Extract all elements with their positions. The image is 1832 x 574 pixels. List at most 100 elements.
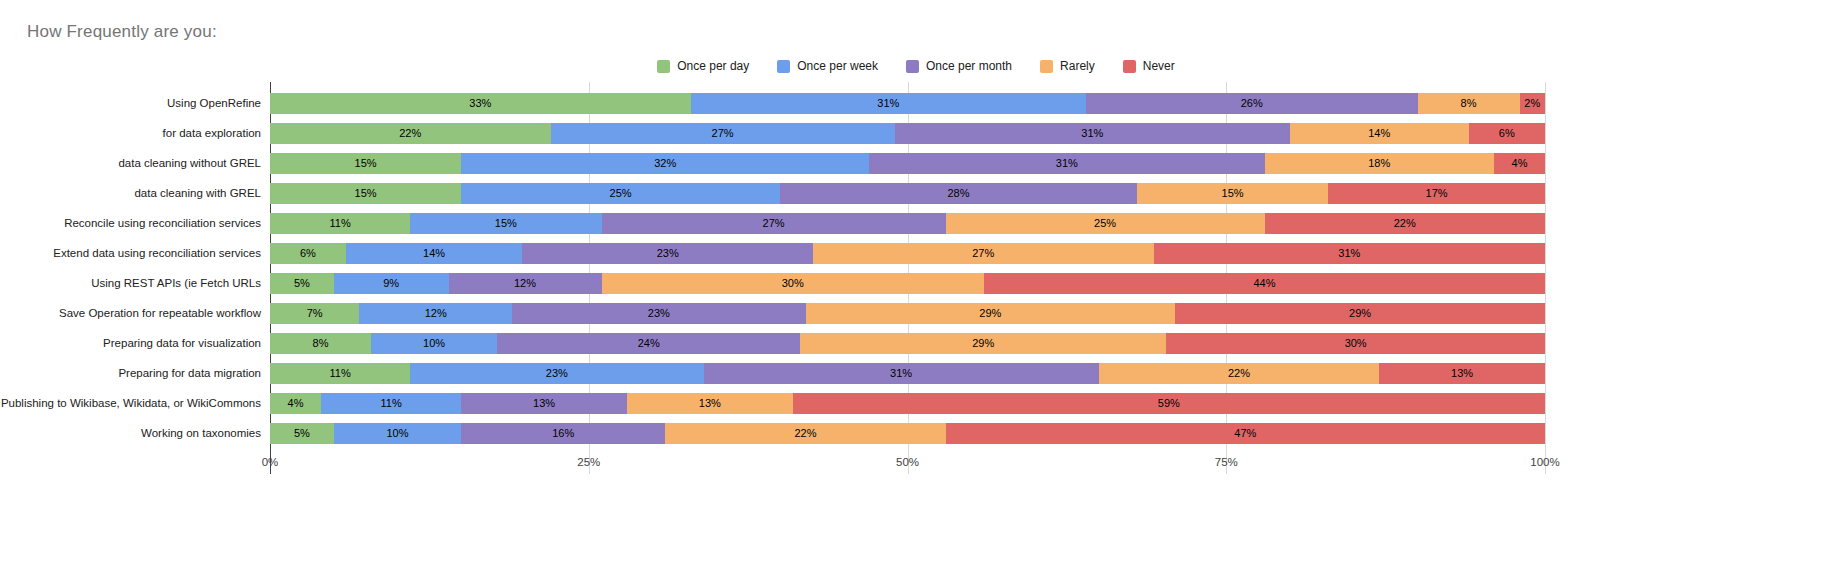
- bar-segment[interactable]: 31%: [691, 93, 1086, 114]
- segment-value-label: 15%: [495, 217, 517, 229]
- bar-segment[interactable]: 2%: [1520, 93, 1546, 114]
- bar-segment[interactable]: 12%: [359, 303, 512, 324]
- bar-segment[interactable]: 5%: [270, 273, 334, 294]
- bar-segment[interactable]: 26%: [1086, 93, 1418, 114]
- bar-segment[interactable]: 28%: [780, 183, 1137, 204]
- bar-segment[interactable]: 31%: [1154, 243, 1545, 264]
- bar-segment[interactable]: 15%: [270, 153, 461, 174]
- bar-track: 6% 14% 23% 27% 31%: [270, 243, 1545, 264]
- bar-segment[interactable]: 33%: [270, 93, 691, 114]
- bar-segment[interactable]: 13%: [461, 393, 627, 414]
- segment-value-label: 27%: [712, 127, 734, 139]
- bar-segment[interactable]: 13%: [1379, 363, 1545, 384]
- category-label: Using REST APIs (ie Fetch URLs: [0, 277, 270, 289]
- bar-segment[interactable]: 6%: [1469, 123, 1546, 144]
- bar-segment[interactable]: 29%: [800, 333, 1166, 354]
- segment-value-label: 4%: [288, 397, 304, 409]
- bar-segment[interactable]: 8%: [1418, 93, 1520, 114]
- bar-segment[interactable]: 31%: [895, 123, 1290, 144]
- legend-label: Once per week: [797, 59, 878, 73]
- bar-track: 15%25%28%15%17%: [270, 183, 1545, 204]
- bar-segment[interactable]: 7%: [270, 303, 359, 324]
- bar-segment[interactable]: 14%: [1290, 123, 1469, 144]
- segment-value-label: 11%: [330, 217, 351, 229]
- bar-segment[interactable]: 11%: [270, 363, 410, 384]
- bar-segment[interactable]: 15%: [270, 183, 461, 204]
- category-label: data cleaning without GREL: [0, 157, 270, 169]
- segment-value-label: 16%: [552, 427, 574, 439]
- bar-segment[interactable]: 27%: [602, 213, 946, 234]
- stacked-bar-chart: Using OpenRefine 33%31%26%8%2% for data …: [0, 88, 1832, 474]
- bar-segment[interactable]: 10%: [371, 333, 497, 354]
- bar-track: 15%32%31%18%4%: [270, 153, 1545, 174]
- bar-segment[interactable]: 47%: [946, 423, 1545, 444]
- legend-item: Once per month: [906, 59, 1012, 73]
- segment-value-label: 22%: [399, 127, 421, 139]
- table-row: Working on taxonomies 5%10% 16% 22%47%: [0, 418, 1545, 448]
- bar-segment[interactable]: 32%: [461, 153, 869, 174]
- category-label: Preparing data for visualization: [0, 337, 270, 349]
- bar-rows: Using OpenRefine 33%31%26%8%2% for data …: [0, 88, 1545, 448]
- table-row: data cleaning with GREL 15%25%28%15%17%: [0, 178, 1545, 208]
- segment-value-label: 23%: [657, 247, 679, 259]
- bar-segment[interactable]: 4%: [270, 393, 321, 414]
- bar-segment[interactable]: 59%: [793, 393, 1545, 414]
- segment-value-label: 15%: [355, 187, 377, 199]
- bar-segment[interactable]: 23%: [522, 243, 812, 264]
- bar-segment[interactable]: 14%: [346, 243, 523, 264]
- bar-segment[interactable]: 22%: [270, 123, 551, 144]
- segment-value-label: 11%: [381, 397, 402, 409]
- bar-segment[interactable]: 10%: [334, 423, 462, 444]
- axis-tick-label: 100%: [1530, 456, 1559, 468]
- bar-segment[interactable]: 25%: [946, 213, 1265, 234]
- bar-segment[interactable]: 25%: [461, 183, 780, 204]
- bar-segment[interactable]: 16%: [461, 423, 665, 444]
- segment-value-label: 6%: [300, 247, 316, 259]
- bar-segment[interactable]: 30%: [602, 273, 985, 294]
- segment-value-label: 14%: [423, 247, 445, 259]
- table-row: for data exploration 22%27%31%14%6%: [0, 118, 1545, 148]
- bar-segment[interactable]: 5%: [270, 423, 334, 444]
- bar-segment[interactable]: 12%: [449, 273, 602, 294]
- bar-track: 11%23%31% 22% 13%: [270, 363, 1545, 384]
- bar-segment[interactable]: 31%: [704, 363, 1099, 384]
- bar-segment[interactable]: 23%: [512, 303, 805, 324]
- bar-segment[interactable]: 17%: [1328, 183, 1545, 204]
- bar-segment[interactable]: 22%: [1099, 363, 1380, 384]
- axis-tick-label: 25%: [577, 456, 600, 468]
- bar-segment[interactable]: 13%: [627, 393, 793, 414]
- segment-value-label: 10%: [423, 337, 445, 349]
- bar-segment[interactable]: 29%: [806, 303, 1176, 324]
- table-row: Preparing for data migration 11%23%31%22…: [0, 358, 1545, 388]
- table-row: Publishing to Wikibase, Wikidata, or Wik…: [0, 388, 1545, 418]
- bar-segment[interactable]: 24%: [497, 333, 800, 354]
- bar-segment[interactable]: 6%: [270, 243, 346, 264]
- bar-segment[interactable]: 18%: [1265, 153, 1495, 174]
- bar-segment[interactable]: 23%: [410, 363, 703, 384]
- axis-tick-label: 50%: [896, 456, 919, 468]
- bar-segment[interactable]: 11%: [270, 213, 410, 234]
- bar-segment[interactable]: 30%: [1166, 333, 1545, 354]
- bar-segment[interactable]: 27%: [813, 243, 1154, 264]
- category-label: Working on taxonomies: [0, 427, 270, 439]
- bar-segment[interactable]: 11%: [321, 393, 461, 414]
- bar-segment[interactable]: 22%: [665, 423, 946, 444]
- bar-segment[interactable]: 8%: [270, 333, 371, 354]
- bar-segment[interactable]: 15%: [1137, 183, 1328, 204]
- bar-segment[interactable]: 22%: [1265, 213, 1546, 234]
- segment-value-label: 31%: [1338, 247, 1360, 259]
- bar-segment[interactable]: 9%: [334, 273, 449, 294]
- bar-segment[interactable]: 29%: [1175, 303, 1545, 324]
- bar-track: 8% 10% 24%29%30%: [270, 333, 1545, 354]
- bar-segment[interactable]: 44%: [984, 273, 1545, 294]
- segment-value-label: 12%: [425, 307, 447, 319]
- bar-segment[interactable]: 31%: [869, 153, 1264, 174]
- bar-segment[interactable]: 4%: [1494, 153, 1545, 174]
- bar-segment[interactable]: 15%: [410, 213, 601, 234]
- category-label: Using OpenRefine: [0, 97, 270, 109]
- axis-tick-label: 0%: [262, 456, 279, 468]
- segment-value-label: 22%: [1228, 367, 1250, 379]
- segment-value-label: 13%: [533, 397, 555, 409]
- table-row: data cleaning without GREL 15%32%31%18%4…: [0, 148, 1545, 178]
- bar-segment[interactable]: 27%: [551, 123, 895, 144]
